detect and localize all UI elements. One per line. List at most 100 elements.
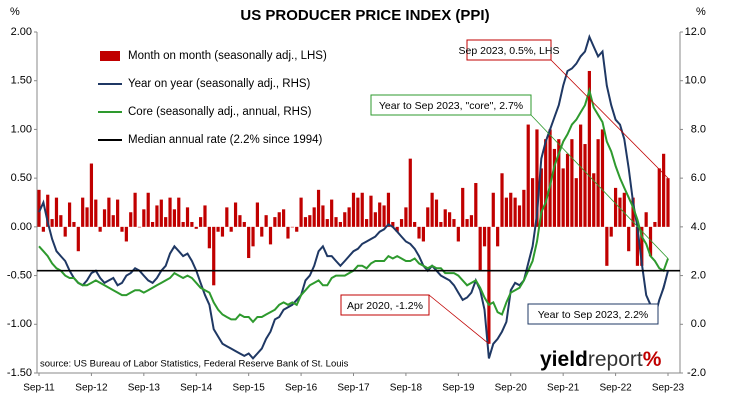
bar [85, 207, 89, 227]
bar [526, 124, 530, 227]
annotation-text: Sep 2023, 0.5%, LHS [459, 45, 560, 57]
logo-part: % [643, 348, 662, 371]
bar [570, 139, 574, 227]
x-tick-label: Sep-18 [390, 383, 423, 394]
logo-part: report [588, 348, 643, 371]
bar [522, 189, 526, 227]
bar [63, 226, 67, 237]
bar [452, 219, 456, 227]
bar [312, 207, 316, 227]
y2-unit: % [696, 6, 706, 18]
bar [255, 202, 260, 227]
bar [421, 226, 425, 242]
x-tick-label: Sep-17 [337, 383, 370, 394]
bar [583, 144, 587, 227]
bar [426, 207, 430, 227]
y2-tick-label: 2.0 [691, 269, 706, 281]
y-unit: % [10, 6, 20, 18]
legend-label: Core (seasonally adj., annual, RHS) [128, 106, 312, 118]
bar [574, 178, 578, 227]
x-tick-label: Sep-12 [75, 383, 108, 394]
y-tick-label: -1.50 [7, 367, 32, 379]
bar [517, 205, 522, 227]
bar [548, 129, 552, 227]
bar [504, 197, 508, 227]
legend-swatch [100, 51, 120, 61]
bar [356, 197, 360, 227]
bar [530, 178, 535, 227]
legend-label: Median annual rate (2.2% since 1994) [128, 134, 323, 146]
bar [413, 221, 417, 227]
bar [365, 219, 369, 227]
bar [648, 226, 653, 257]
bar [469, 215, 474, 227]
bar [216, 226, 220, 232]
annotation-leader [657, 270, 669, 305]
bar [242, 221, 246, 227]
y2-tick-label: 4.0 [691, 221, 706, 233]
bar [229, 226, 233, 232]
bar [491, 192, 495, 227]
bar [238, 215, 242, 227]
bar [129, 212, 133, 227]
bar [260, 226, 264, 237]
y-tick-label: -0.50 [7, 269, 32, 281]
bar [190, 221, 194, 227]
bar [456, 226, 460, 242]
bar [286, 226, 290, 239]
bar [54, 197, 59, 227]
bar [478, 226, 482, 271]
annotation-leader [530, 114, 669, 259]
bar [535, 129, 539, 227]
line [38, 34, 669, 360]
x-tick-label: Sep-13 [128, 383, 161, 394]
x-tick-label: Sep-14 [180, 383, 213, 394]
bar [46, 194, 50, 227]
x-tick-label: Sep-20 [495, 383, 528, 394]
bar [159, 199, 163, 227]
bar [657, 168, 661, 227]
y-tick-label: 1.00 [11, 123, 32, 135]
bar [605, 226, 609, 266]
bar [378, 202, 382, 227]
bar [635, 226, 640, 266]
y2-tick-label: 10.0 [685, 75, 706, 87]
bar [94, 199, 98, 227]
bar [203, 205, 207, 227]
bar [133, 192, 137, 227]
bar [662, 153, 666, 227]
bar [41, 226, 45, 232]
x-tick-label: Sep-19 [442, 383, 475, 394]
annotation-box [466, 39, 552, 61]
bar [264, 215, 268, 227]
bar [111, 215, 115, 227]
bar [137, 226, 142, 228]
bar [321, 205, 325, 227]
bar [59, 215, 63, 227]
bar [199, 217, 203, 227]
bar [404, 207, 408, 227]
bar [220, 226, 225, 237]
bar [177, 197, 181, 227]
bar [76, 226, 80, 252]
bar [247, 226, 251, 259]
bar [627, 226, 631, 252]
bar [181, 221, 185, 227]
bar [557, 139, 561, 227]
x-tick-label: Sep-22 [599, 383, 632, 394]
annotation-box [340, 294, 430, 316]
bar [622, 192, 626, 227]
bar [142, 209, 146, 227]
bar [146, 192, 150, 227]
bar [124, 226, 128, 242]
bar [233, 202, 238, 227]
bar [277, 212, 281, 227]
bar [513, 197, 517, 227]
bar [587, 70, 591, 227]
bar [565, 153, 570, 227]
annotation-text: Year to Sep 2023, "core", 2.7% [379, 100, 523, 112]
bar [155, 205, 159, 227]
bar [72, 221, 76, 227]
bar [544, 139, 548, 227]
